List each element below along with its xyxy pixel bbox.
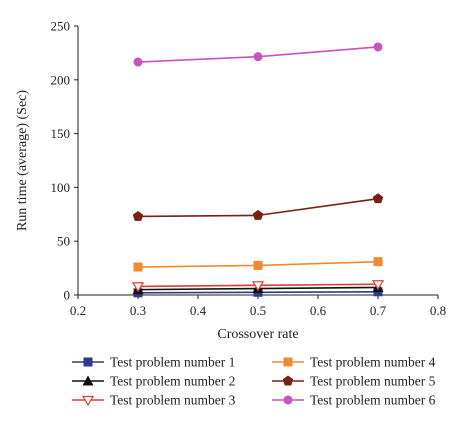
x-tick-label: 0.5: [250, 303, 266, 318]
x-tick-labels: 0.2 0.3 0.4 0.5 0.6 0.7 0.8: [70, 303, 446, 318]
legend-item: Test problem number 2: [72, 374, 235, 389]
y-axis-title: Run time (average) (Sec): [15, 90, 30, 231]
legend-marker: [82, 375, 94, 386]
legend-marker: [283, 395, 293, 405]
y-tick-label: 0: [64, 288, 71, 303]
y-tick-label: 200: [51, 72, 71, 87]
x-tick-label: 0.4: [190, 303, 207, 318]
data-point: [372, 193, 384, 204]
series-6: [133, 42, 383, 67]
x-tick-label: 0.3: [130, 303, 146, 318]
legend-item: Test problem number 1: [72, 355, 235, 370]
y-tick-label: 100: [51, 180, 71, 195]
series-group: [131, 42, 385, 298]
x-tick-label: 0.2: [70, 303, 86, 318]
series-5: [132, 193, 384, 221]
legend-item: Test problem number 6: [272, 393, 436, 408]
legend-label: Test problem number 2: [110, 374, 235, 389]
legend-marker: [81, 395, 95, 407]
data-point: [133, 57, 143, 67]
legend-label: Test problem number 1: [110, 355, 235, 370]
data-point: [373, 257, 383, 267]
y-tick-labels: 0 50 100 150 200 250: [51, 19, 71, 303]
legend-label: Test problem number 5: [310, 374, 436, 389]
legend-marker: [83, 357, 93, 367]
x-axis-title: Crossover rate: [217, 327, 298, 342]
legend-item: Test problem number 4: [272, 355, 436, 370]
data-point: [373, 42, 383, 52]
legend-label: Test problem number 3: [110, 393, 236, 408]
legend-item: Test problem number 3: [72, 393, 236, 408]
data-point: [253, 260, 263, 270]
data-point: [251, 281, 265, 292]
data-point: [253, 52, 263, 62]
x-tick-label: 0.8: [430, 303, 446, 318]
x-tick-label: 0.7: [370, 303, 387, 318]
legend-label: Test problem number 4: [310, 355, 436, 370]
data-point: [133, 262, 143, 272]
data-point: [131, 282, 145, 293]
y-tick-label: 150: [51, 126, 71, 141]
axes: [74, 25, 439, 299]
legend: Test problem number 1 Test problem number…: [72, 355, 436, 408]
x-tick-label: 0.6: [310, 303, 327, 318]
y-tick-label: 250: [51, 19, 71, 34]
legend-marker: [283, 357, 293, 367]
y-tick-label: 50: [57, 234, 70, 249]
legend-label: Test problem number 6: [310, 393, 436, 408]
series-4: [133, 257, 383, 272]
data-point: [371, 280, 385, 291]
data-point: [252, 209, 264, 220]
legend-item: Test problem number 5: [272, 374, 436, 389]
series-3: [131, 280, 385, 293]
legend-marker: [282, 375, 294, 386]
data-point: [132, 210, 144, 221]
